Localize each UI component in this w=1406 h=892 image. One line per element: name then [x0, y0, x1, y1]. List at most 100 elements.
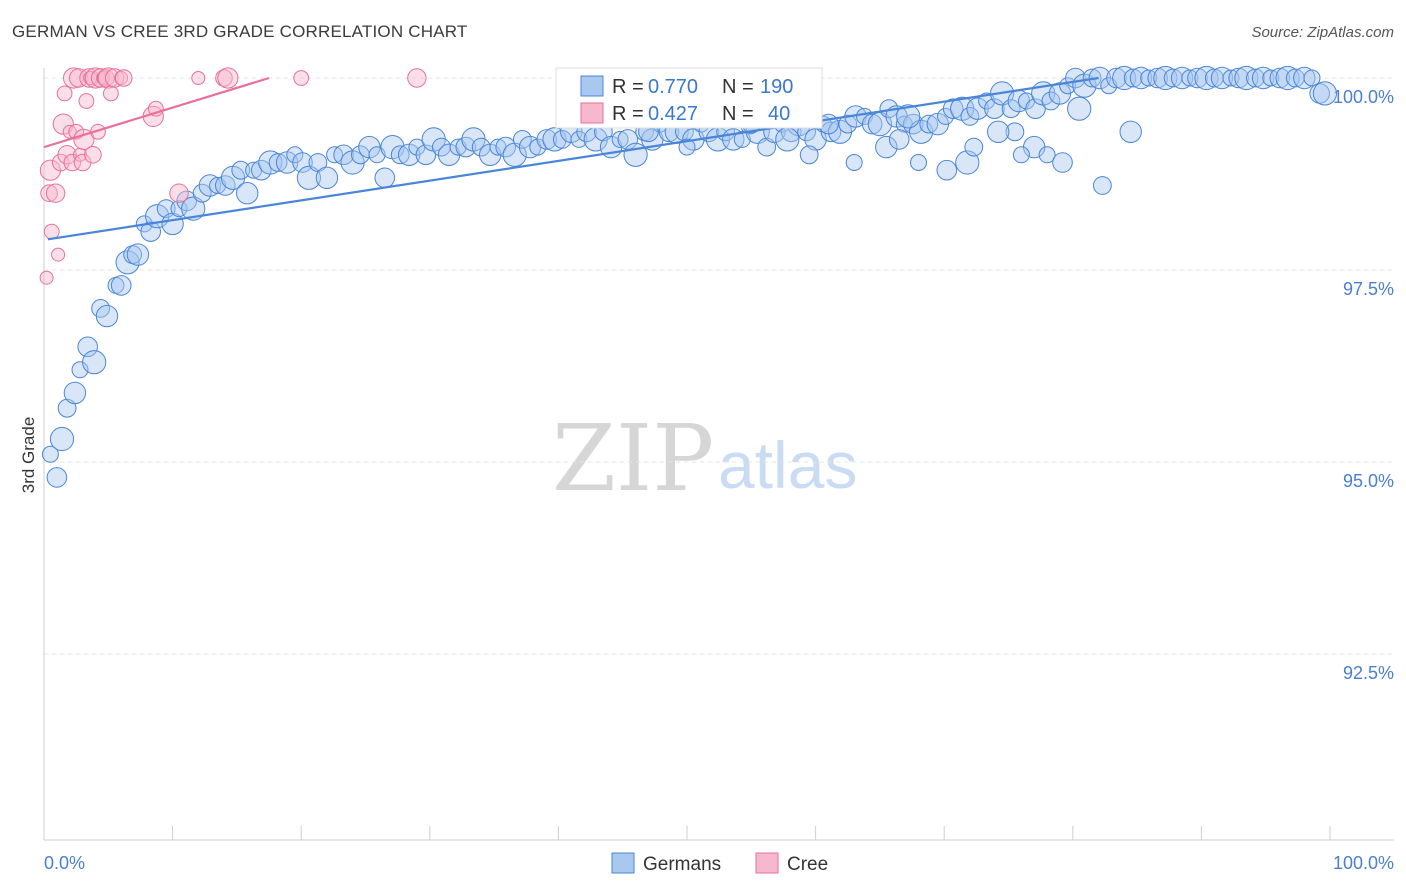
germans-point — [1119, 120, 1142, 144]
germans-point — [286, 146, 304, 164]
germans-trend-line — [47, 76, 1099, 241]
germans-point — [1005, 122, 1025, 142]
germans-point — [611, 130, 629, 148]
cree-point — [169, 183, 189, 203]
bottom-legend-germans-label[interactable]: Germans — [643, 854, 721, 875]
germans-point — [1012, 146, 1030, 164]
germans-point — [292, 152, 313, 173]
germans-point — [536, 129, 558, 150]
y-tick-label: 95.0% — [1343, 471, 1394, 491]
germans-point — [57, 398, 77, 418]
cree-point — [407, 68, 427, 88]
germans-point — [987, 120, 1010, 144]
bottom-legend[interactable]: Germans Cree — [611, 852, 828, 875]
cree-r-value: 0.427 — [648, 103, 698, 125]
germans-point — [49, 426, 75, 452]
germans-point — [1269, 67, 1291, 89]
germans-legend-swatch — [580, 75, 604, 97]
cree-trend-line — [43, 76, 270, 149]
germans-point — [1147, 67, 1168, 89]
x-ticks — [43, 826, 1331, 840]
cree-point — [63, 153, 82, 172]
germans-point — [77, 336, 98, 358]
bottom-legend-cree-swatch[interactable] — [755, 852, 779, 874]
germans-point — [936, 159, 958, 181]
germans-point — [258, 150, 283, 175]
germans-point — [455, 136, 477, 158]
cree-point — [217, 67, 239, 89]
germans-point — [861, 113, 883, 135]
germans-point — [903, 113, 924, 135]
germans-point — [964, 137, 984, 157]
stats-legend: R = 0.770 N = 190 R = 0.427 N = 40 — [555, 67, 823, 129]
y-tick-label: 97.5% — [1343, 279, 1394, 299]
germans-r-value: 0.770 — [648, 76, 698, 98]
germans-point — [775, 127, 800, 152]
germans-point — [41, 445, 59, 463]
bottom-legend-germans-swatch[interactable] — [611, 852, 635, 874]
x-tick-label-max: 100.0% — [1333, 853, 1394, 873]
germans-point — [1153, 65, 1178, 91]
germans-point — [1194, 65, 1219, 91]
y-axis-title: 3rd Grade — [19, 417, 38, 494]
germans-point — [1303, 69, 1321, 87]
germans-point — [181, 196, 206, 221]
y-tick-label: 92.5% — [1343, 663, 1394, 683]
cree-point — [39, 270, 54, 285]
watermark-atlas: atlas — [718, 428, 857, 502]
cree-point — [97, 67, 119, 89]
cree-point — [39, 159, 62, 181]
cree-point — [114, 71, 129, 85]
germans-point — [296, 165, 321, 190]
germans-point — [415, 144, 437, 166]
germans-point — [63, 381, 87, 405]
cree-point — [56, 85, 73, 102]
germans-point — [1052, 152, 1073, 173]
germans-n-label: N = — [722, 76, 754, 98]
germans-point — [820, 121, 842, 143]
cree-r-label: R = — [612, 103, 644, 125]
cree-n-value: 40 — [768, 103, 790, 125]
germans-point — [1140, 69, 1158, 87]
germans-point — [315, 166, 339, 190]
source-credit: Source: ZipAtlas.com — [1251, 24, 1394, 41]
germans-point — [110, 275, 132, 296]
germans-point — [268, 153, 288, 172]
cree-point — [191, 71, 206, 85]
germans-point — [1038, 146, 1056, 164]
germans-point — [910, 154, 927, 171]
germans-point — [215, 175, 236, 196]
germans-point — [326, 146, 344, 164]
germans-point — [231, 160, 251, 180]
cree-legend-swatch — [580, 102, 604, 124]
cree-point — [293, 70, 310, 86]
germans-point — [896, 104, 921, 129]
germans-point — [984, 98, 1005, 119]
germans-point — [570, 130, 588, 148]
germans-point — [845, 154, 863, 171]
axes — [43, 68, 1394, 841]
germans-point — [799, 145, 819, 165]
cree-point — [69, 68, 89, 88]
cree-point — [43, 223, 60, 240]
germans-point — [126, 243, 150, 266]
cree-point — [84, 146, 102, 164]
germans-point — [1025, 98, 1046, 119]
germans-point — [888, 129, 910, 150]
germans-point — [1187, 67, 1208, 89]
cree-points — [39, 67, 427, 285]
cree-point — [215, 69, 233, 87]
cree-point — [40, 184, 58, 202]
bottom-legend-cree-label[interactable]: Cree — [787, 854, 828, 875]
trend-lines — [43, 76, 1099, 241]
germans-point — [71, 361, 89, 379]
germans-point — [1228, 67, 1249, 89]
germans-point — [678, 138, 696, 156]
germans-point — [757, 137, 777, 157]
germans-point — [91, 299, 110, 318]
germans-point — [623, 142, 648, 167]
germans-point — [390, 145, 410, 165]
cree-point — [78, 93, 95, 109]
germans-point — [1262, 69, 1280, 87]
